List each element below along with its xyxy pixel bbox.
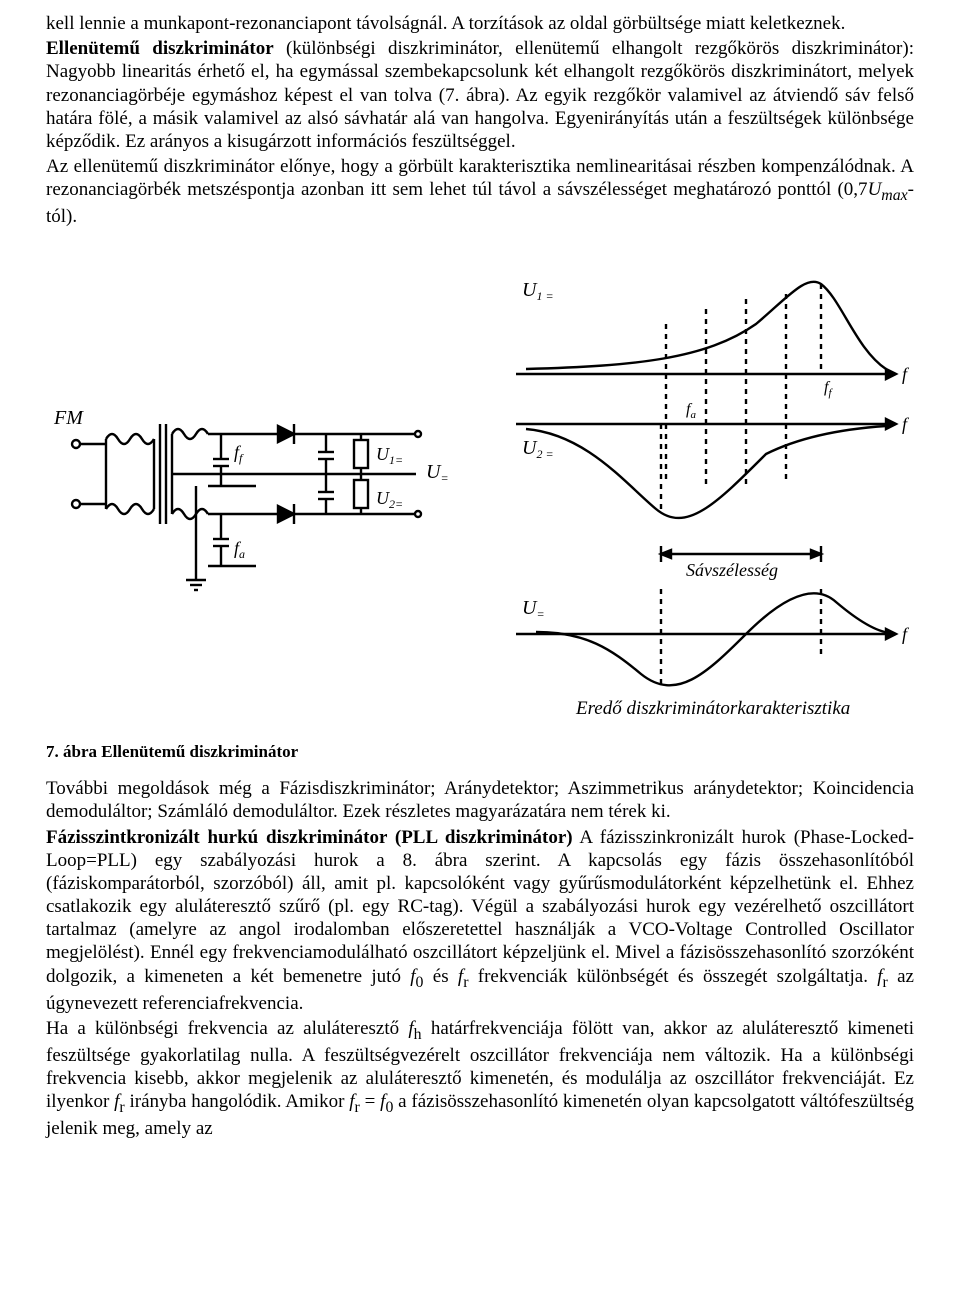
svg-text:fa: fa — [686, 401, 696, 421]
paragraph-5b: frekvenciák különbségét és összegét szol… — [468, 966, 877, 987]
paragraph-6: Ha a különbségi frekvencia az aluláteres… — [46, 1017, 914, 1141]
paragraph-2: Ellenütemű diszkriminátor (különbségi di… — [46, 37, 914, 153]
svg-text:FM: FM — [53, 407, 84, 429]
paragraph-3: Az ellenütemű diszkriminátor előnye, hog… — [46, 155, 914, 228]
svg-text:fa: fa — [234, 538, 245, 561]
svg-text:ff: ff — [234, 442, 244, 465]
figure-7-caption: 7. ábra Ellenütemű diszkriminátor — [46, 742, 914, 763]
paragraph-6c: irányba hangolódik. Amikor — [125, 1091, 350, 1112]
svg-text:f: f — [902, 414, 910, 434]
term-pll: Fázisszintkronizált hurkú diszkriminátor… — [46, 827, 573, 848]
svg-text:U1=: U1= — [376, 444, 403, 467]
svg-text:U2 =: U2 = — [522, 437, 554, 461]
svg-text:f: f — [902, 364, 910, 384]
paragraph-5-mid1: és — [423, 966, 457, 987]
svg-text:U=: U= — [426, 461, 449, 485]
svg-text:ff: ff — [824, 379, 833, 399]
svg-text:U1 =: U1 = — [522, 279, 554, 303]
figure-7-svg: FM — [46, 254, 916, 724]
fh-sub: h — [414, 1026, 422, 1043]
term-ellenutemu: Ellenütemű diszkriminátor — [46, 38, 274, 59]
paragraph-5: Fázisszintkronizált hurkú diszkriminátor… — [46, 826, 914, 1015]
figure-7: FM — [46, 254, 914, 724]
paragraph-3-a: Az ellenütemű diszkriminátor előnye, hog… — [46, 156, 914, 200]
umax-u: U — [868, 179, 882, 200]
paragraph-5a: A fázisszinkronizált hurok (Phase-Locked… — [46, 827, 914, 987]
svg-text:U2=: U2= — [376, 488, 403, 511]
umax-sub: max — [881, 187, 907, 204]
svg-text:f: f — [902, 624, 910, 644]
page: kell lennie a munkapont-rezonanciapont t… — [0, 0, 960, 1300]
svg-text:U=: U= — [522, 597, 545, 621]
paragraph-1: kell lennie a munkapont-rezonanciapont t… — [46, 12, 914, 35]
paragraph-4: További megoldások még a Fázisdiszkrimin… — [46, 777, 914, 823]
svg-text:Sávszélesség: Sávszélesség — [686, 560, 778, 580]
paragraph-6a: Ha a különbségi frekvencia az aluláteres… — [46, 1018, 408, 1039]
svg-text:Eredő diszkriminátorkarakteris: Eredő diszkriminátorkarakterisztika — [575, 698, 850, 719]
paragraph-6-eq: = — [360, 1091, 380, 1112]
